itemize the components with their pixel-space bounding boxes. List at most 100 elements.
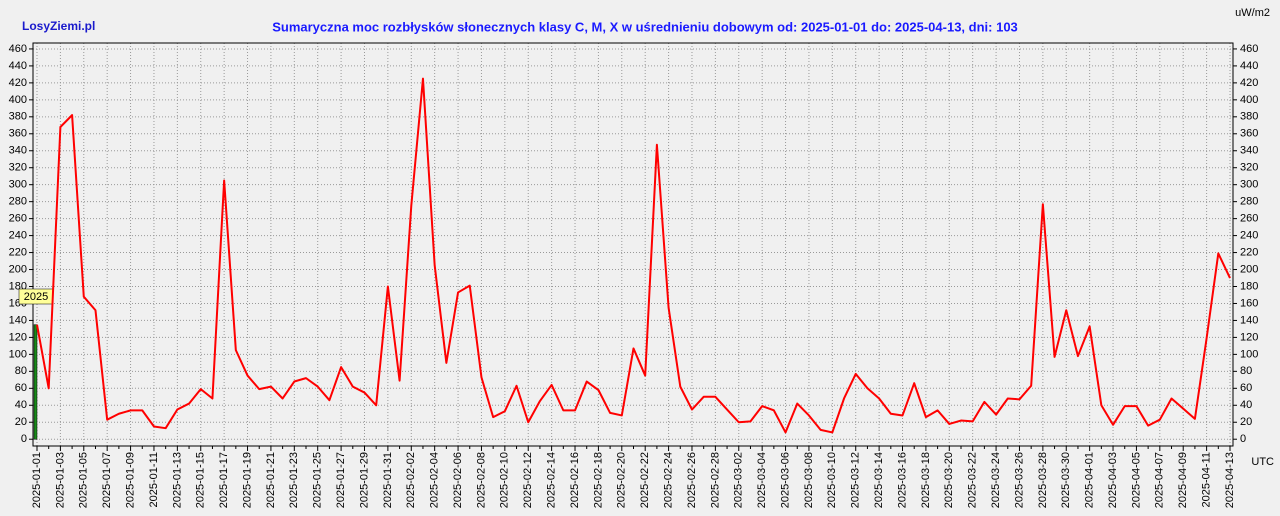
y-tick-label: 40 xyxy=(15,399,27,411)
x-tick-label: 2025-04-11 xyxy=(1201,452,1213,507)
y-tick-label: 120 xyxy=(9,331,27,343)
y-tick-label: 200 xyxy=(9,263,27,275)
y-tick-label: 140 xyxy=(9,314,27,326)
y-unit: uW/m2 xyxy=(1235,7,1270,19)
x-tick-label: 2025-01-09 xyxy=(124,452,136,508)
x-tick-label: 2025-01-29 xyxy=(358,452,370,508)
x-tick-label: 2025-02-22 xyxy=(639,452,651,508)
y-tick-label: 180 xyxy=(1240,280,1258,292)
x-tick-label: 2025-03-28 xyxy=(1037,452,1049,508)
year-marker xyxy=(33,324,38,440)
y-tick-label: 320 xyxy=(9,162,27,174)
x-tick-label: 2025-03-26 xyxy=(1013,452,1025,508)
x-tick-label: 2025-03-08 xyxy=(803,452,815,508)
x-unit: UTC xyxy=(1251,456,1274,468)
data-line xyxy=(36,77,1231,434)
x-tick-label: 2025-03-22 xyxy=(967,452,979,508)
y-tick-label: 220 xyxy=(9,246,27,258)
y-tick-label: 40 xyxy=(1240,399,1252,411)
x-tick-label: 2025-03-14 xyxy=(873,452,885,508)
x-tick-label: 2025-01-05 xyxy=(78,452,90,508)
y-tick-label: 440 xyxy=(9,60,27,72)
x-tick-label: 2025-03-04 xyxy=(756,452,768,508)
x-tick-label: 2025-02-02 xyxy=(405,452,417,508)
x-tick-label: 2025-02-04 xyxy=(429,452,441,508)
x-tick-label: 2025-01-01 xyxy=(31,452,43,508)
plot-frame xyxy=(32,42,1234,447)
x-tick-label: 2025-04-01 xyxy=(1084,452,1096,508)
y-tick-label: 240 xyxy=(9,229,27,241)
x-tick-label: 2025-04-05 xyxy=(1130,452,1142,508)
x-tick-label: 2025-03-12 xyxy=(850,452,862,508)
x-tick-label: 2025-01-07 xyxy=(101,452,113,508)
y-tick-label: 460 xyxy=(1240,43,1258,55)
y-tick-label: 380 xyxy=(1240,111,1258,123)
x-tick-label: 2025-03-10 xyxy=(826,452,838,508)
x-tick-label: 2025-01-21 xyxy=(265,452,277,508)
x-tick-label: 2025-03-16 xyxy=(896,452,908,508)
x-tick-label: 2025-02-10 xyxy=(499,452,511,508)
y-tick-label: 340 xyxy=(9,145,27,157)
x-tick-label: 2025-02-16 xyxy=(569,452,581,508)
x-tick-label: 2025-03-18 xyxy=(920,452,932,508)
x-tick-label: 2025-01-25 xyxy=(312,452,324,508)
y-tick-label: 280 xyxy=(9,196,27,208)
x-tick-label: 2025-01-13 xyxy=(171,452,183,508)
x-tick-label: 2025-02-24 xyxy=(662,452,674,508)
x-tick-label: 2025-02-14 xyxy=(546,452,558,508)
x-tick-label: 2025-02-08 xyxy=(475,452,487,508)
y-tick-label: 360 xyxy=(9,128,27,140)
y-tick-label: 300 xyxy=(1240,179,1258,191)
x-tick-label: 2025-03-24 xyxy=(990,452,1002,508)
y-tick-label: 300 xyxy=(9,179,27,191)
y-tick-label: 0 xyxy=(1240,433,1246,445)
y-tick-label: 80 xyxy=(1240,365,1252,377)
x-tick-label: 2025-03-02 xyxy=(733,452,745,508)
y-tick-label: 200 xyxy=(1240,263,1258,275)
x-tick-label: 2025-02-18 xyxy=(592,452,604,508)
y-tick-label: 340 xyxy=(1240,145,1258,157)
y-tick-label: 420 xyxy=(9,77,27,89)
x-tick-label: 2025-01-03 xyxy=(54,452,66,508)
y-tick-label: 400 xyxy=(1240,94,1258,106)
year-label: 2025 xyxy=(24,291,48,303)
y-tick-label: 440 xyxy=(1240,60,1258,72)
chart-title: Sumaryczna moc rozbłysków słonecznych kl… xyxy=(272,19,1018,34)
y-tick-label: 460 xyxy=(9,43,27,55)
y-tick-label: 0 xyxy=(21,433,27,445)
x-tick-label: 2025-01-31 xyxy=(382,452,394,508)
x-tick-label: 2025-04-09 xyxy=(1177,452,1189,508)
y-tick-label: 320 xyxy=(1240,162,1258,174)
y-tick-label: 100 xyxy=(1240,348,1258,360)
x-tick-label: 2025-03-06 xyxy=(779,452,791,508)
y-tick-label: 100 xyxy=(9,348,27,360)
y-tick-label: 20 xyxy=(1240,416,1252,428)
y-tick-label: 380 xyxy=(9,111,27,123)
y-tick-label: 220 xyxy=(1240,246,1258,258)
x-tick-label: 2025-01-27 xyxy=(335,452,347,508)
y-tick-label: 260 xyxy=(9,213,27,225)
x-tick-label: 2025-03-20 xyxy=(943,452,955,508)
x-tick-label: 2025-01-23 xyxy=(288,452,300,508)
x-tick-label: 2025-01-15 xyxy=(195,452,207,508)
y-tick-label: 160 xyxy=(1240,297,1258,309)
y-tick-label: 260 xyxy=(1240,213,1258,225)
y-tick-label: 60 xyxy=(1240,382,1252,394)
x-tick-label: 2025-01-11 xyxy=(148,452,160,507)
y-tick-label: 420 xyxy=(1240,77,1258,89)
y-tick-label: 280 xyxy=(1240,196,1258,208)
y-tick-label: 120 xyxy=(1240,331,1258,343)
x-tick-label: 2025-04-03 xyxy=(1107,452,1119,508)
x-tick-label: 2025-03-30 xyxy=(1060,452,1072,508)
y-tick-label: 240 xyxy=(1240,229,1258,241)
x-tick-label: 2025-04-07 xyxy=(1154,452,1166,508)
x-tick-label: 2025-02-06 xyxy=(452,452,464,508)
x-tick-label: 2025-02-12 xyxy=(522,452,534,508)
x-tick-label: 2025-02-28 xyxy=(709,452,721,508)
y-tick-label: 60 xyxy=(15,382,27,394)
brand: LosyZiemi.pl xyxy=(22,19,95,33)
x-tick-label: 2025-01-17 xyxy=(218,452,230,508)
x-tick-label: 2025-02-20 xyxy=(616,452,628,508)
